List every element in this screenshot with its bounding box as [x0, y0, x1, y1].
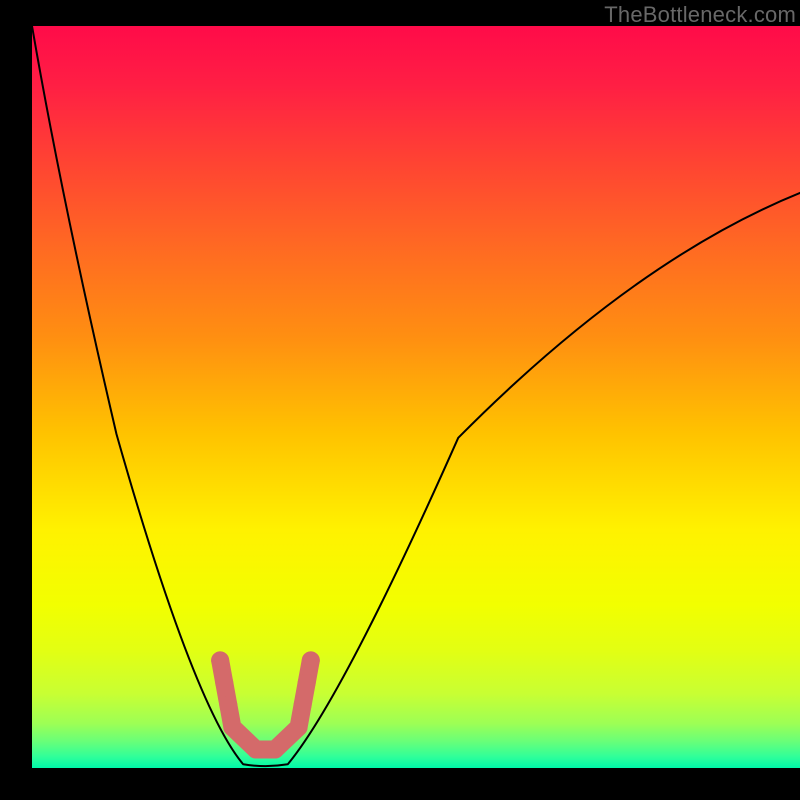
- watermark-text: TheBottleneck.com: [604, 2, 796, 28]
- bottleneck-curve-path: [32, 26, 800, 766]
- necklace-dot: [298, 674, 316, 692]
- bottleneck-curve-svg: [32, 26, 800, 768]
- plot-area: [32, 26, 800, 768]
- necklace-dot: [247, 740, 265, 758]
- necklace-dot: [302, 651, 320, 669]
- necklace-dot: [223, 718, 241, 736]
- necklace-dot: [211, 651, 229, 669]
- necklace-dot: [215, 674, 233, 692]
- necklace-dot: [294, 696, 312, 714]
- necklace-dot: [290, 718, 308, 736]
- necklace-dot: [219, 696, 237, 714]
- necklace-dot: [266, 740, 284, 758]
